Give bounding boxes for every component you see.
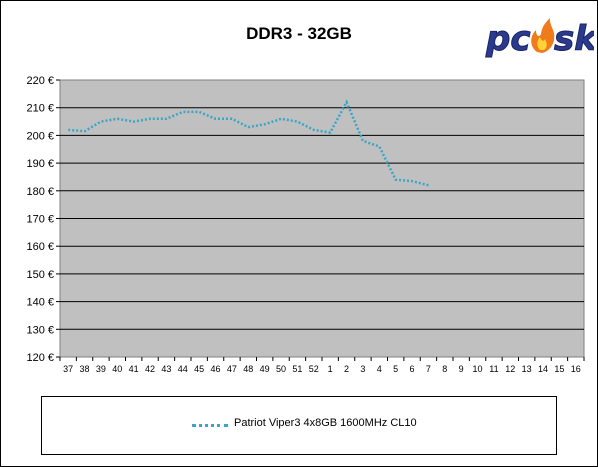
x-tick-label: 44: [178, 364, 188, 374]
x-tick-label: 1: [328, 364, 333, 374]
legend-label: Patriot Viper3 4x8GB 1600MHz CL10: [234, 417, 417, 429]
x-tick-label: 4: [377, 364, 382, 374]
svg-text:sk: sk: [554, 19, 594, 59]
y-tick-label: 120 €: [26, 352, 54, 364]
x-tick-label: 49: [260, 364, 270, 374]
x-tick-label: 50: [276, 364, 286, 374]
x-tick-label: 10: [473, 364, 483, 374]
y-tick-label: 140 €: [26, 297, 54, 309]
x-tick-label: 41: [129, 364, 139, 374]
y-tick-label: 210 €: [26, 103, 54, 115]
x-tick-label: 12: [505, 364, 515, 374]
y-tick-label: 200 €: [26, 130, 54, 142]
x-tick-label: 16: [571, 364, 581, 374]
x-tick-label: 48: [243, 364, 253, 374]
x-tick-label: 52: [309, 364, 319, 374]
x-tick-label: 40: [112, 364, 122, 374]
y-tick-label: 190 €: [26, 158, 54, 170]
grid-lines: [60, 107, 584, 330]
x-tick-label: 42: [145, 364, 155, 374]
x-tick-label: 46: [211, 364, 221, 374]
y-tick-label: 220 €: [26, 75, 54, 87]
y-tick-label: 170 €: [26, 214, 54, 226]
chart-title: DDR3 - 32GB: [246, 24, 352, 43]
x-tick-label: 51: [292, 364, 302, 374]
x-tick-label: 7: [426, 364, 431, 374]
pctuning-logo: pc sk: [485, 18, 594, 60]
x-tick-label: 11: [489, 364, 498, 374]
x-tick-label: 9: [459, 364, 464, 374]
x-tick-label: 39: [96, 364, 106, 374]
x-tick-label: 3: [360, 364, 365, 374]
x-tick-label: 8: [442, 364, 447, 374]
series-line-0: [68, 99, 429, 187]
x-tick-label: 15: [554, 364, 564, 374]
x-tick-label: 43: [161, 364, 171, 374]
series-lines: [68, 99, 429, 187]
y-tick-label: 180 €: [26, 186, 54, 198]
legend: Patriot Viper3 4x8GB 1600MHz CL10: [41, 396, 557, 455]
y-tick-label: 160 €: [26, 241, 54, 253]
svg-text:pc: pc: [485, 19, 531, 59]
legend-swatch: [192, 424, 228, 427]
x-tick-label: 13: [522, 364, 532, 374]
x-tick-label: 37: [63, 364, 73, 374]
y-axis-ticks: 120 € 130 € 140 € 150 € 160 € 170 € 180 € 190 €…: [26, 75, 60, 364]
y-tick-label: 150 €: [26, 269, 54, 281]
x-tick-label: 47: [227, 364, 237, 374]
x-tick-label: 14: [538, 364, 548, 374]
x-tick-label: 5: [393, 364, 398, 374]
x-tick-label: 38: [80, 364, 90, 374]
x-tick-label: 45: [194, 364, 204, 374]
x-tick-label: 2: [344, 364, 349, 374]
x-axis-ticks: 37 38 39 40 41 42 43 44 45 46 47 48 49 50 51 52 1 2 3 4 5 6 7 8…: [59, 357, 585, 374]
x-tick-label: 6: [410, 364, 415, 374]
chart-plot: 120 € 130 € 140 € 150 € 160 € 170 € 180 € 190 €…: [26, 75, 585, 374]
y-tick-label: 130 €: [26, 324, 54, 336]
